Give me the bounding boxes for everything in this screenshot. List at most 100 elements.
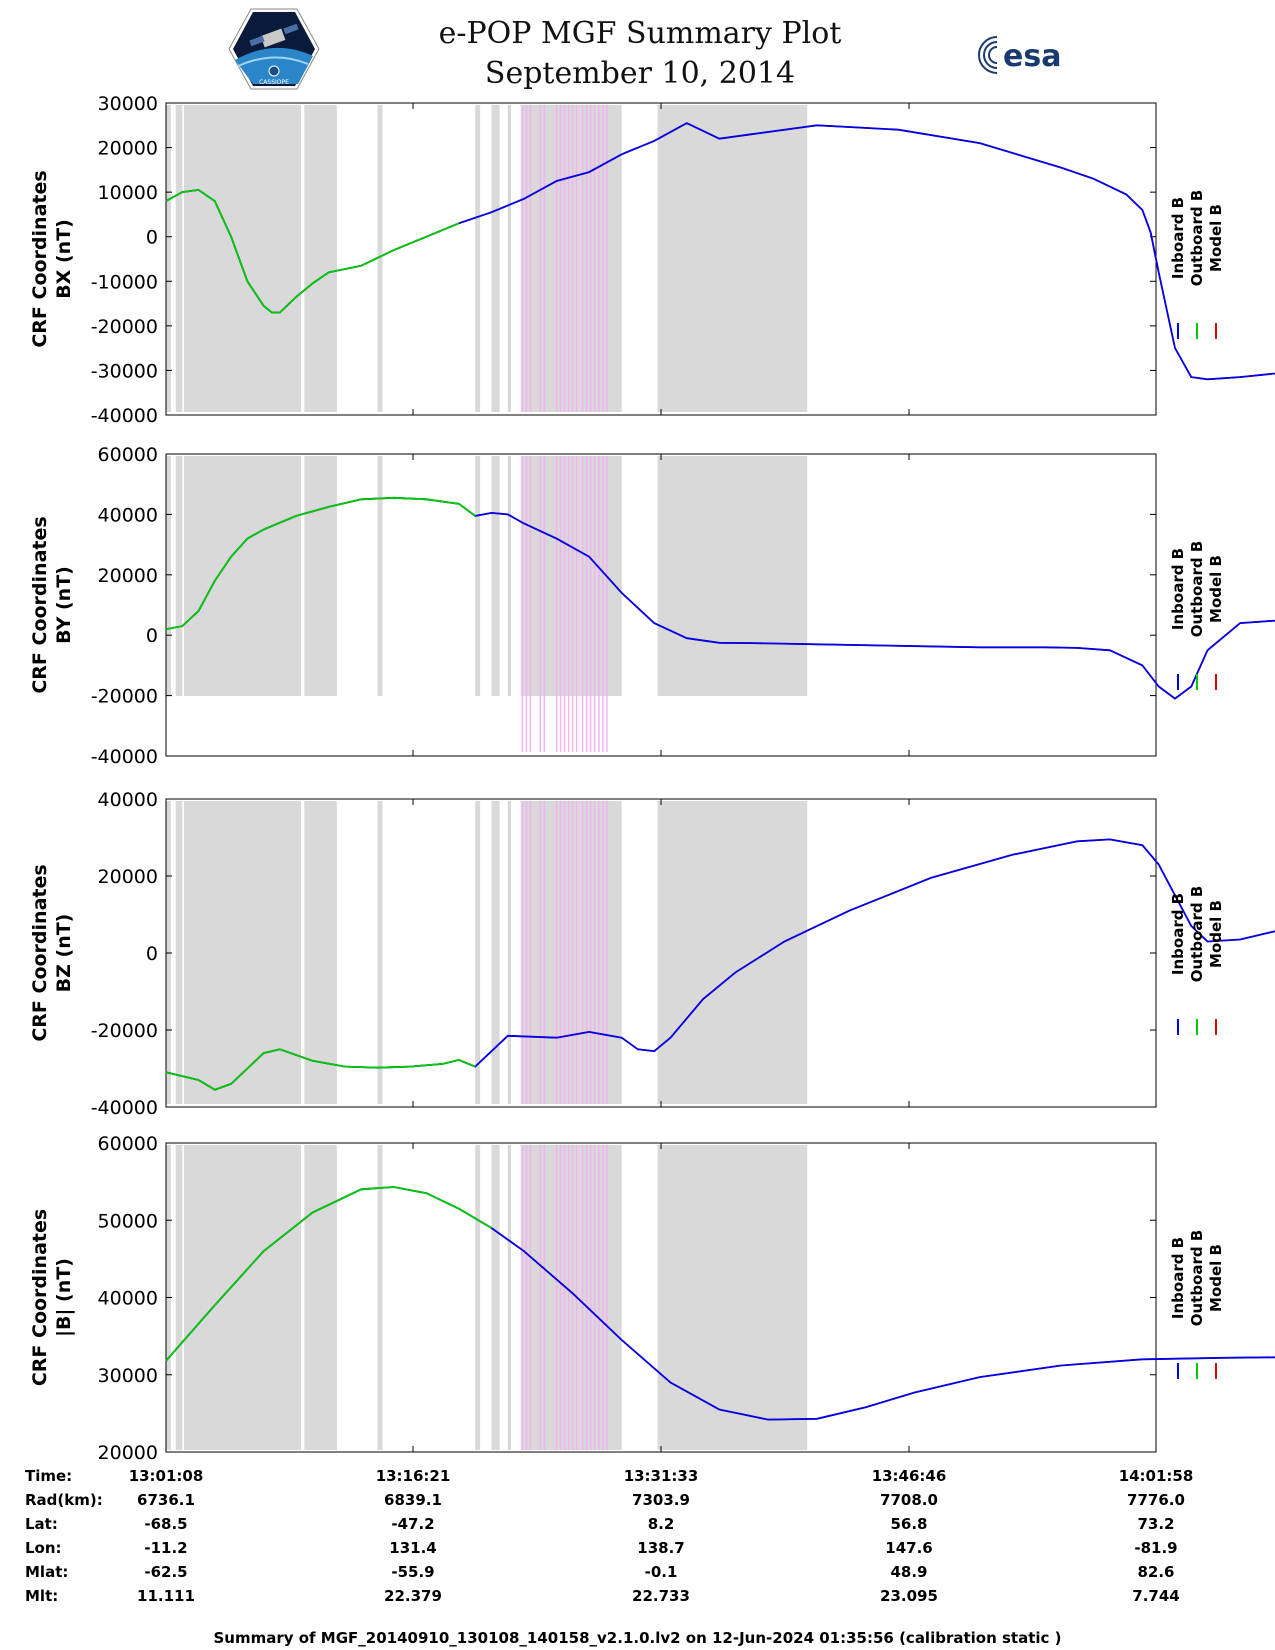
info-label-lon: Lon: bbox=[25, 1539, 62, 1557]
info-label-lat: Lat: bbox=[25, 1515, 58, 1533]
info-mlt-value: 7.744 bbox=[1132, 1587, 1180, 1605]
y-axis-unit-label: BZ (nT) bbox=[53, 914, 75, 993]
info-mlat-value: -0.1 bbox=[644, 1563, 678, 1581]
cassiope-logo: CASSIOPE bbox=[228, 8, 320, 94]
y-axis-label: CRF Coordinates bbox=[29, 864, 51, 1041]
legend-label: Outboard B bbox=[1188, 1230, 1206, 1327]
shaded-interval bbox=[491, 456, 500, 696]
shaded-interval bbox=[520, 1145, 622, 1450]
shaded-interval bbox=[657, 801, 808, 1104]
shaded-interval bbox=[491, 105, 500, 412]
info-lat-value: -68.5 bbox=[144, 1515, 188, 1533]
shaded-interval bbox=[520, 801, 622, 1104]
shaded-interval bbox=[475, 456, 481, 696]
shaded-interval bbox=[377, 456, 383, 696]
info-rad-value: 7708.0 bbox=[880, 1491, 938, 1509]
panel-by: 60000 40000 20000 0 -20000 -40000 CRF Coordina… bbox=[29, 444, 1275, 768]
y-axis-label: CRF Coordinates bbox=[29, 1209, 51, 1386]
shaded-interval bbox=[520, 105, 622, 412]
info-lon-value: 138.7 bbox=[637, 1539, 685, 1557]
y-tick-label: -20000 bbox=[91, 316, 158, 338]
legend-label: Model B bbox=[1207, 1244, 1225, 1312]
shaded-interval bbox=[183, 801, 302, 1104]
shaded-interval bbox=[377, 801, 383, 1104]
info-mlt-value: 11.111 bbox=[137, 1587, 195, 1605]
shaded-interval bbox=[175, 1145, 183, 1450]
info-time-value: 13:01:08 bbox=[128, 1467, 204, 1485]
panel-bz: 40000 20000 0 -20000 -40000 CRF Coordinates BZ… bbox=[29, 789, 1275, 1119]
legend-label: Inboard B bbox=[1169, 1237, 1187, 1319]
shaded-interval bbox=[377, 105, 383, 412]
shaded-interval bbox=[657, 456, 808, 696]
shaded-interval bbox=[183, 105, 302, 412]
series-line-outboard bbox=[165, 1186, 492, 1362]
svg-text:esa: esa bbox=[1003, 39, 1061, 74]
y-tick-label: 20000 bbox=[98, 565, 158, 587]
shaded-interval bbox=[304, 1145, 337, 1450]
info-time-value: 14:01:58 bbox=[1118, 1467, 1194, 1485]
shaded-interval bbox=[183, 1145, 302, 1450]
shaded-interval bbox=[657, 1145, 808, 1450]
info-mlt-value: 22.379 bbox=[384, 1587, 442, 1605]
svg-text:CASSIOPE: CASSIOPE bbox=[259, 79, 289, 86]
shaded-interval bbox=[304, 801, 337, 1104]
info-rad-value: 6736.1 bbox=[137, 1491, 195, 1509]
y-axis-label: CRF Coordinates bbox=[29, 170, 51, 347]
panel-bx: 30000 20000 10000 0 -10000 -20000 -30000 -40000… bbox=[29, 93, 1275, 427]
info-lon-value: 147.6 bbox=[885, 1539, 933, 1557]
info-lat-value: 73.2 bbox=[1137, 1515, 1175, 1533]
shaded-interval bbox=[377, 1145, 383, 1450]
y-tick-label: 60000 bbox=[98, 1133, 158, 1155]
shaded-interval bbox=[491, 1145, 500, 1450]
info-mlt-value: 22.733 bbox=[632, 1587, 690, 1605]
info-rad-value: 7776.0 bbox=[1127, 1491, 1185, 1509]
info-label-mlt: Mlt: bbox=[25, 1587, 59, 1605]
y-tick-label: 50000 bbox=[98, 1210, 158, 1232]
esa-logo: esa bbox=[975, 30, 1085, 84]
shaded-interval bbox=[475, 1145, 481, 1450]
shaded-interval bbox=[507, 105, 512, 412]
plot-title: e-POP MGF Summary Plot September 10, 201… bbox=[380, 14, 900, 94]
info-time-value: 13:31:33 bbox=[623, 1467, 699, 1485]
shaded-interval bbox=[657, 105, 808, 412]
shaded-interval bbox=[304, 105, 337, 412]
info-label-time: Time: bbox=[25, 1467, 73, 1485]
shaded-interval bbox=[507, 456, 512, 696]
y-tick-label: 10000 bbox=[98, 182, 158, 204]
y-axis-unit-label: |B| (nT) bbox=[53, 1258, 75, 1337]
legend-label: Inboard B bbox=[1169, 197, 1187, 279]
title-line-1: e-POP MGF Summary Plot bbox=[438, 16, 842, 51]
shaded-interval bbox=[175, 105, 183, 412]
y-tick-label: -20000 bbox=[91, 686, 158, 708]
shaded-interval bbox=[175, 801, 183, 1104]
y-axis-unit-label: BY (nT) bbox=[53, 566, 75, 644]
shaded-interval bbox=[507, 801, 512, 1104]
y-tick-label: 20000 bbox=[98, 138, 158, 160]
info-lon-value: -81.9 bbox=[1134, 1539, 1178, 1557]
legend-label: Model B bbox=[1207, 204, 1225, 272]
y-axis-unit-label: BX (nT) bbox=[53, 219, 75, 299]
shaded-interval bbox=[304, 456, 337, 696]
y-tick-label: -30000 bbox=[91, 360, 158, 382]
y-tick-label: -20000 bbox=[91, 1020, 158, 1042]
y-axis-label: CRF Coordinates bbox=[29, 516, 51, 693]
info-label-mlat: Mlat: bbox=[25, 1563, 69, 1581]
legend-label: Outboard B bbox=[1188, 886, 1206, 983]
info-time-value: 13:46:46 bbox=[871, 1467, 947, 1485]
info-lon-value: 131.4 bbox=[389, 1539, 437, 1557]
shaded-interval bbox=[507, 1145, 512, 1450]
legend-label: Model B bbox=[1207, 555, 1225, 623]
y-tick-label: 40000 bbox=[98, 1288, 158, 1310]
info-label-rad: Rad(km): bbox=[25, 1491, 103, 1509]
y-tick-label: -10000 bbox=[91, 271, 158, 293]
info-mlat-value: 82.6 bbox=[1137, 1563, 1175, 1581]
info-rad-value: 6839.1 bbox=[384, 1491, 442, 1509]
info-lon-value: -11.2 bbox=[144, 1539, 188, 1557]
shaded-interval bbox=[166, 456, 171, 696]
series-line-outboard bbox=[165, 188, 460, 314]
info-mlat-value: -55.9 bbox=[391, 1563, 435, 1581]
info-lat-value: -47.2 bbox=[391, 1515, 435, 1533]
info-lat-value: 56.8 bbox=[890, 1515, 928, 1533]
shaded-interval bbox=[475, 105, 481, 412]
